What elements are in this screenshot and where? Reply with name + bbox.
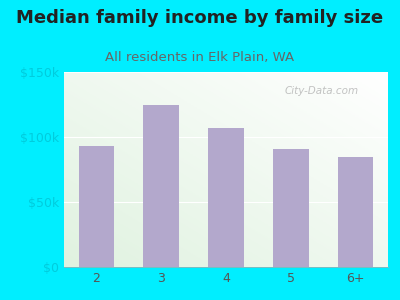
Bar <box>208 128 244 267</box>
Text: City-Data.com: City-Data.com <box>284 85 358 96</box>
Bar <box>338 157 374 267</box>
Bar <box>143 104 179 267</box>
Text: All residents in Elk Plain, WA: All residents in Elk Plain, WA <box>106 51 294 64</box>
Text: Median family income by family size: Median family income by family size <box>16 9 384 27</box>
Bar <box>78 146 114 267</box>
Bar <box>273 149 309 267</box>
